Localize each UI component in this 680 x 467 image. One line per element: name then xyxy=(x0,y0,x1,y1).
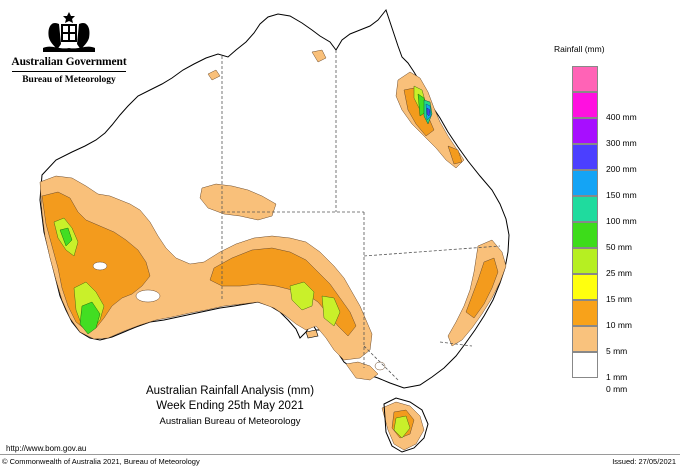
legend-item: 10 mm xyxy=(572,300,672,330)
kangaroo-island xyxy=(305,329,319,339)
legend-swatch xyxy=(572,144,598,170)
legend-swatch xyxy=(572,352,598,378)
tasmania xyxy=(383,397,429,453)
legend-swatch xyxy=(572,66,598,92)
map-caption: Australian Rainfall Analysis (mm) Week E… xyxy=(110,385,350,427)
legend-label: 150 mm xyxy=(606,190,637,200)
map-title: Australian Rainfall Analysis (mm) xyxy=(145,385,315,397)
legend-swatch xyxy=(572,326,598,352)
legend-item: 400 mm xyxy=(572,92,672,122)
legend-item: 0 mm xyxy=(572,378,672,404)
legend-item: 200 mm xyxy=(572,144,672,174)
rain-25mm-areas xyxy=(59,93,427,335)
government-name: Australian Government xyxy=(11,56,127,68)
legend-swatch xyxy=(572,118,598,144)
map-subtitle: Week Ending 25th May 2021 xyxy=(156,400,304,412)
legend-swatch xyxy=(572,222,598,248)
legend-label: 50 mm xyxy=(606,242,632,252)
legend-item: 15 mm xyxy=(572,274,672,304)
legend-label: 0 mm xyxy=(606,384,628,394)
legend-swatch xyxy=(572,300,598,326)
legend-label: 1 mm xyxy=(606,372,628,382)
legend-item: 150 mm xyxy=(572,170,672,200)
legend-label: 10 mm xyxy=(606,320,632,330)
website-link[interactable]: http://www.bom.gov.au xyxy=(6,444,87,453)
legend-item: 50 mm xyxy=(572,222,672,252)
legend-label: 15 mm xyxy=(606,294,632,304)
bureau-name: Bureau of Meteorology xyxy=(22,75,116,85)
legend-item: 5 mm xyxy=(572,326,672,356)
coat-of-arms-icon xyxy=(43,12,95,52)
state-borders xyxy=(221,50,501,381)
legend-label: 200 mm xyxy=(606,164,637,174)
footer-divider xyxy=(0,454,680,455)
legend-label: 300 mm xyxy=(606,138,637,148)
legend-item: 25 mm xyxy=(572,248,672,278)
legend-label: 5 mm xyxy=(606,346,628,356)
legend-swatch xyxy=(572,248,598,274)
legend-swatch xyxy=(572,196,598,222)
legend-item: 100 mm xyxy=(572,196,672,226)
legend-item xyxy=(572,66,672,92)
legend-swatch xyxy=(572,92,598,118)
legend-label: 100 mm xyxy=(606,216,637,226)
government-logo: Australian Government Bureau of Meteorol… xyxy=(8,10,130,85)
legend-label: 400 mm xyxy=(606,112,637,122)
copyright-text: © Commonwealth of Australia 2021, Bureau… xyxy=(2,457,200,466)
legend-item: 300 mm xyxy=(572,118,672,148)
legend-title: Rainfall (mm) xyxy=(554,44,605,54)
issued-date: Issued: 27/05/2021 xyxy=(612,457,676,466)
legend-swatch xyxy=(572,170,598,196)
legend-label: 25 mm xyxy=(606,268,632,278)
rain-150mm-area xyxy=(426,107,431,117)
legend-item: 1 mm xyxy=(572,352,672,382)
legend-swatch xyxy=(572,274,598,300)
map-source: Australian Bureau of Meteorology xyxy=(159,416,301,427)
logo-divider xyxy=(12,71,126,72)
